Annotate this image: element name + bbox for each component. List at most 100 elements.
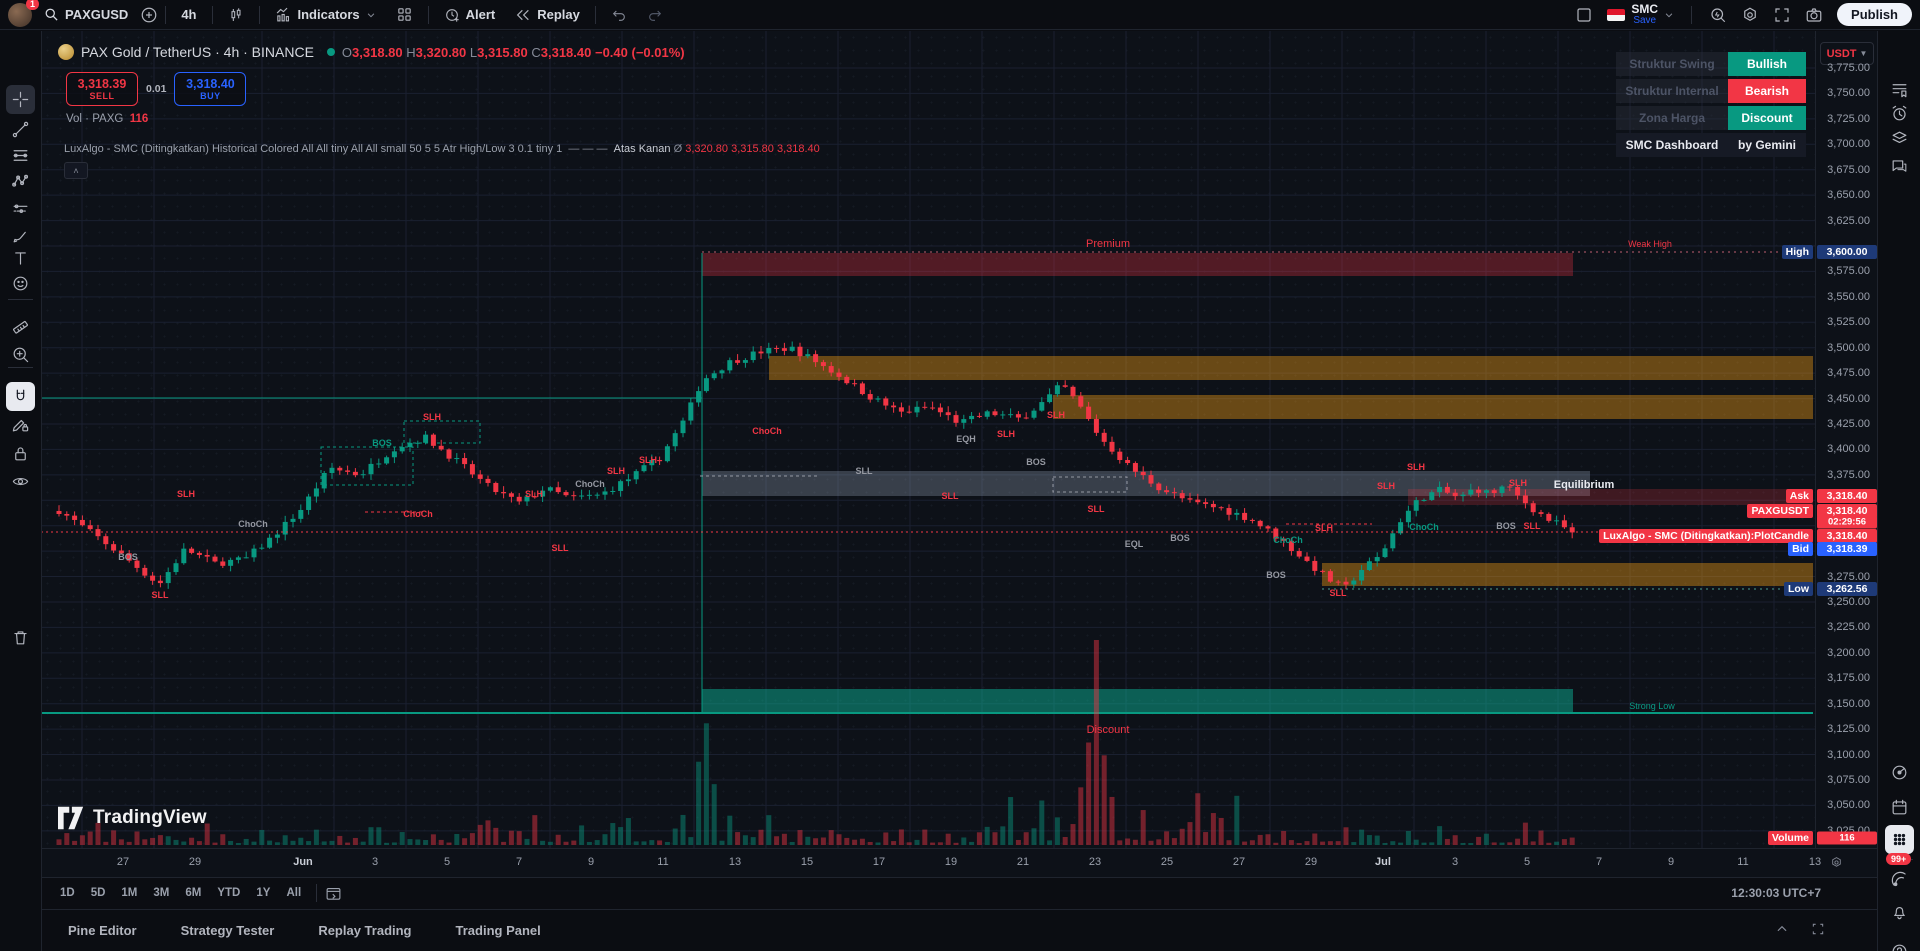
dashboard-row: Struktur Internal Bearish xyxy=(1616,79,1806,103)
publish-button[interactable]: Publish xyxy=(1837,3,1912,26)
lock-all-tool[interactable] xyxy=(6,439,35,468)
indicator-legend[interactable]: LuxAlgo - SMC (Ditingkatkan) Historical … xyxy=(64,143,820,155)
calendar[interactable] xyxy=(1885,793,1914,822)
snapshot-camera-icon[interactable] xyxy=(1805,6,1823,24)
interval-button[interactable]: 4h xyxy=(181,7,197,22)
indicator-templates-icon[interactable] xyxy=(388,3,421,26)
streams[interactable] xyxy=(1885,865,1914,894)
go-to-date-icon[interactable] xyxy=(325,885,342,902)
tab-replay-trading[interactable]: Replay Trading xyxy=(318,923,412,938)
svg-text:SLL: SLL xyxy=(152,590,170,600)
range-5d[interactable]: 5D xyxy=(90,887,106,899)
divider xyxy=(8,367,33,368)
streams-count-badge: 99+ xyxy=(1886,853,1912,865)
quick-search-icon[interactable] xyxy=(1709,6,1727,24)
svg-text:BOS: BOS xyxy=(372,438,392,448)
svg-text:ChoCh: ChoCh xyxy=(1409,522,1439,532)
settings-gear-icon[interactable] xyxy=(1741,6,1759,24)
collapse-legend-button[interactable]: ˄ xyxy=(64,162,88,179)
price-label-chip: 3,262.56 xyxy=(1817,582,1877,596)
volume-legend[interactable]: Vol · PAXG 116 xyxy=(66,113,149,125)
emoji-tool[interactable] xyxy=(6,269,35,298)
chart-pane[interactable] xyxy=(41,31,1815,848)
price-tick: 3,050.00 xyxy=(1827,799,1870,812)
hotlists[interactable] xyxy=(1885,758,1914,787)
chart-legend[interactable]: PAX Gold / TetherUS · 4h · BINANCE O3,31… xyxy=(58,44,685,60)
symbol-name: PAXGUSD xyxy=(65,7,129,22)
chevron-up-icon[interactable] xyxy=(1775,922,1789,936)
tab-trading-panel[interactable]: Trading Panel xyxy=(455,923,541,938)
range-ytd[interactable]: YTD xyxy=(217,887,241,899)
chat[interactable] xyxy=(1885,152,1914,181)
drawing-lock-tool[interactable] xyxy=(6,410,35,439)
expand-panel-icon[interactable] xyxy=(1811,922,1825,936)
magnet-tool[interactable] xyxy=(6,382,35,411)
undo-icon[interactable] xyxy=(603,4,635,26)
buy-button[interactable]: 3,318.40 BUY xyxy=(174,72,247,106)
svg-text:SLH: SLH xyxy=(525,489,543,499)
range-1y[interactable]: 1Y xyxy=(256,887,271,899)
notifications-bell[interactable] xyxy=(1885,897,1914,926)
layout-menu[interactable]: SMC Save xyxy=(1607,3,1674,26)
forecast-tool[interactable] xyxy=(6,195,35,224)
price-tick: 3,650.00 xyxy=(1827,189,1870,202)
indicators-button[interactable]: Indicators xyxy=(267,3,384,26)
redo-icon[interactable] xyxy=(639,4,671,26)
time-tick: 5 xyxy=(1523,856,1531,868)
fib-retracement-tool[interactable] xyxy=(6,141,35,170)
search-icon xyxy=(44,7,59,22)
xabcd-pattern-tool[interactable] xyxy=(6,167,35,196)
svg-text:Premium: Premium xyxy=(1086,238,1130,250)
range-1m[interactable]: 1M xyxy=(121,887,138,899)
price-tick: 3,175.00 xyxy=(1827,672,1870,685)
ruler-tool[interactable] xyxy=(6,312,35,341)
apps-grid[interactable] xyxy=(1885,825,1914,854)
trade-buttons: 3,318.39 SELL 0.01 3,318.40 BUY xyxy=(66,72,247,106)
time-axis[interactable]: 27 29 Jun 3 5 7 9 11 13 15 17 19 21 23 25 27 29 Jul 3 5 7 9 11… xyxy=(41,848,1877,877)
range-1d[interactable]: 1D xyxy=(60,887,75,899)
time-tick: 27 xyxy=(116,856,130,868)
chart-style-icon[interactable] xyxy=(220,4,252,26)
time-tick: 11 xyxy=(657,856,669,868)
watchlist[interactable] xyxy=(1885,75,1914,104)
trash-tool[interactable] xyxy=(6,623,35,652)
range-all[interactable]: All xyxy=(286,887,302,899)
symbol-search-button[interactable]: PAXGUSD xyxy=(36,4,136,25)
alert-button[interactable]: Alert xyxy=(436,4,504,26)
tradingview-logo: TradingView xyxy=(58,806,207,830)
chevron-down-icon: ▼ xyxy=(1859,49,1868,58)
chart-canvas[interactable]: BOSSLLSLHChoChChoChBOSSLHSLHSLLChoChSLHS… xyxy=(41,31,1815,848)
save-label[interactable]: Save xyxy=(1633,14,1657,26)
clock[interactable]: 12:30:03 UTC+7 xyxy=(1731,886,1821,900)
compare-add-icon[interactable] xyxy=(140,6,158,24)
range-6m[interactable]: 6M xyxy=(185,887,202,899)
range-3m[interactable]: 3M xyxy=(153,887,170,899)
price-scale[interactable]: USDT ▼ 3,775.00 3,750.00 3,725.00 3,700.00 3,… xyxy=(1815,31,1878,848)
trend-line-tool[interactable] xyxy=(6,115,35,144)
svg-text:Weak High: Weak High xyxy=(1628,239,1672,249)
object-tree[interactable] xyxy=(1885,124,1914,153)
crosshair-tool[interactable] xyxy=(6,85,35,114)
price-label-chip: 3,318.40 xyxy=(1817,504,1877,518)
axis-settings-gear-icon[interactable] xyxy=(1830,856,1843,869)
dashboard-title: SMC Dashboard xyxy=(1616,133,1728,157)
currency-toggle[interactable]: USDT ▼ xyxy=(1820,42,1874,65)
alarm-clock[interactable] xyxy=(1885,99,1914,128)
price-label-chip: 3,318.39 xyxy=(1817,542,1877,556)
text-tool[interactable] xyxy=(6,244,35,273)
zoom-in-tool[interactable] xyxy=(6,340,35,369)
tab-pine-editor[interactable]: Pine Editor xyxy=(68,923,137,938)
price-tick: 3,725.00 xyxy=(1827,112,1870,125)
sell-button[interactable]: 3,318.39 SELL xyxy=(66,72,138,106)
divider xyxy=(165,5,167,24)
tab-strategy-tester[interactable]: Strategy Tester xyxy=(180,923,275,938)
user-avatar[interactable]: 1 xyxy=(8,0,39,27)
svg-text:SLH: SLH xyxy=(639,455,657,465)
plot-price-tag: Low xyxy=(1784,582,1813,596)
hide-all-tool[interactable] xyxy=(6,467,35,496)
replay-button[interactable]: Replay xyxy=(507,4,588,26)
layout-icon[interactable] xyxy=(1575,6,1593,24)
fullscreen-icon[interactable] xyxy=(1773,6,1791,24)
brush-tool[interactable] xyxy=(6,221,35,250)
help[interactable] xyxy=(1885,937,1914,951)
